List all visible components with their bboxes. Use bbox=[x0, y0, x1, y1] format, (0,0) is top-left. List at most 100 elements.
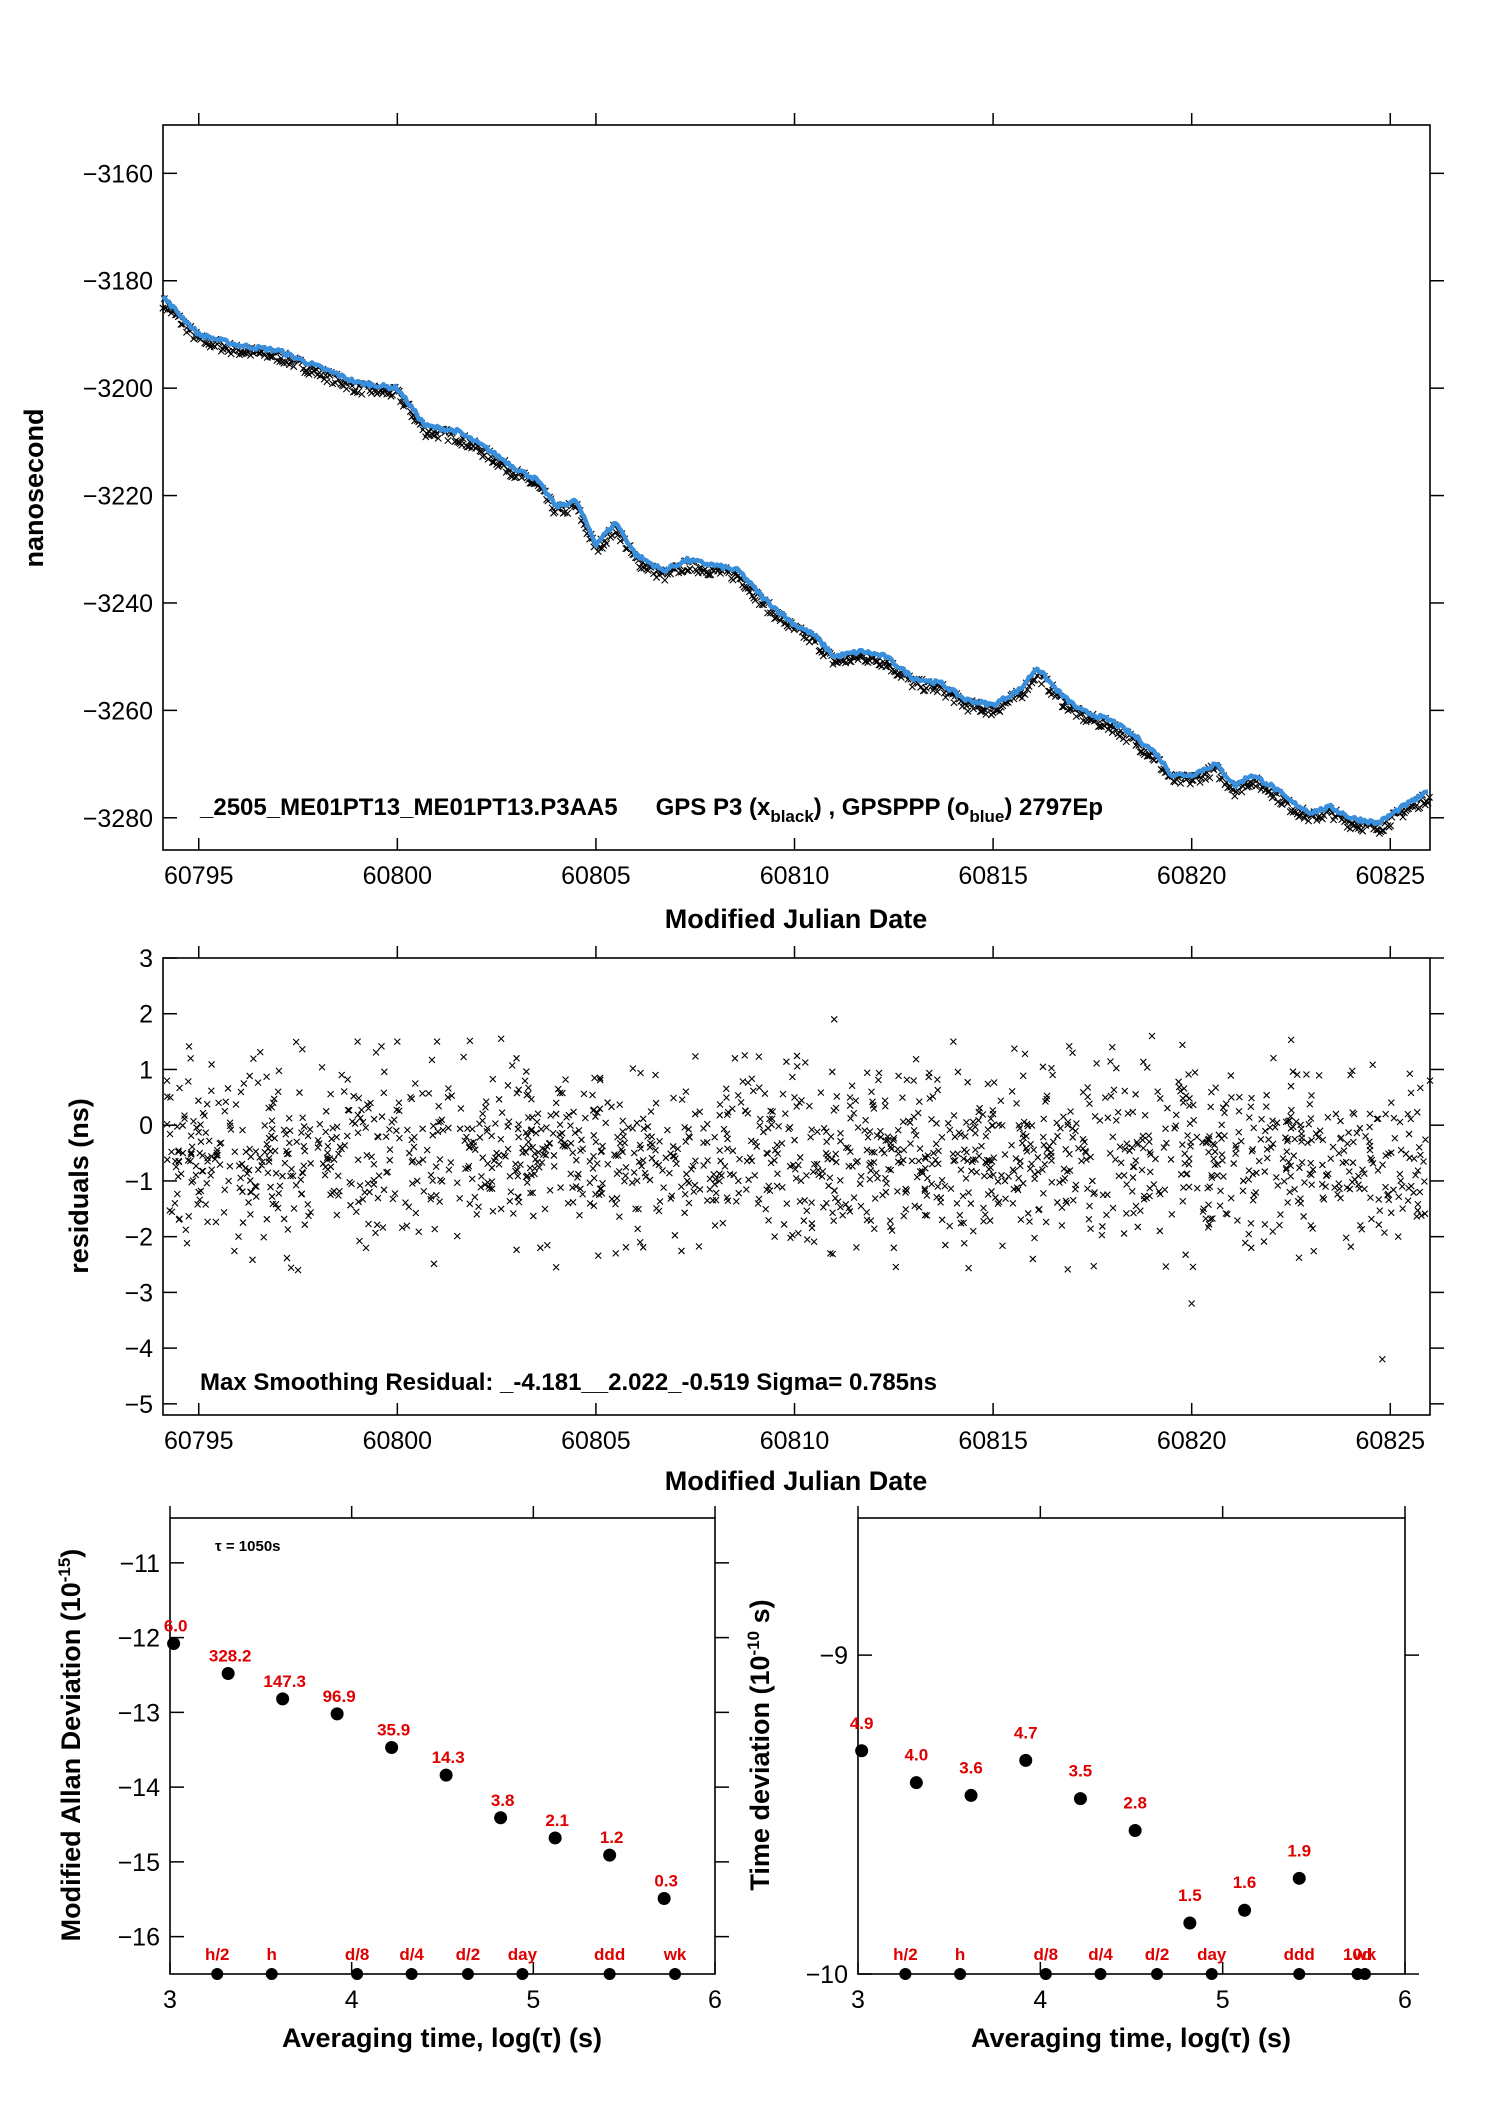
residual-point bbox=[573, 1174, 581, 1181]
residual-point bbox=[202, 1201, 210, 1208]
residual-point bbox=[167, 1094, 174, 1101]
residual-point bbox=[1067, 1108, 1074, 1115]
residual-point bbox=[489, 1207, 497, 1215]
residual-point bbox=[1133, 1138, 1141, 1146]
residual-point bbox=[1404, 1197, 1412, 1204]
residual-point bbox=[1106, 1150, 1114, 1157]
residual-point bbox=[760, 1128, 767, 1136]
residual-point bbox=[1143, 1064, 1151, 1071]
residual-point bbox=[534, 1110, 542, 1118]
residual-point bbox=[831, 1194, 839, 1202]
residual-point bbox=[579, 1145, 587, 1153]
residual-point bbox=[875, 1076, 882, 1084]
residual-point bbox=[208, 1061, 215, 1068]
residual-point bbox=[796, 1154, 804, 1161]
residual-point bbox=[1066, 1167, 1074, 1174]
residual-point bbox=[168, 1148, 175, 1156]
residual-point bbox=[785, 1125, 792, 1133]
residual-point bbox=[813, 1128, 821, 1136]
residual-point bbox=[1018, 1139, 1026, 1147]
residual-point bbox=[372, 1049, 380, 1056]
residual-point bbox=[453, 1232, 461, 1240]
residual-point bbox=[354, 1129, 362, 1137]
residual-point bbox=[823, 1138, 831, 1146]
residual-point bbox=[622, 1172, 630, 1180]
residual-point bbox=[775, 1122, 782, 1130]
residual-point bbox=[1374, 1166, 1382, 1174]
residual-point bbox=[468, 1175, 476, 1183]
residual-point bbox=[373, 1221, 381, 1229]
panel1-x-axis-title: Modified Julian Date bbox=[665, 904, 928, 934]
residual-point bbox=[728, 1105, 736, 1113]
tau-marker-label: d/8 bbox=[345, 1945, 370, 1964]
residual-point bbox=[825, 1182, 833, 1190]
residual-point bbox=[1180, 1184, 1187, 1192]
residual-point bbox=[290, 1205, 298, 1212]
residual-point bbox=[482, 1104, 489, 1111]
panel2-y-axis-title: residuals (ns) bbox=[64, 1098, 94, 1274]
residual-point bbox=[1121, 1145, 1129, 1153]
residual-point bbox=[1008, 1141, 1015, 1149]
residual-point bbox=[845, 1204, 853, 1212]
residual-point bbox=[314, 1144, 322, 1151]
gps-p3-point bbox=[1215, 775, 1224, 783]
residual-point bbox=[1028, 1160, 1036, 1168]
residual-point bbox=[1012, 1155, 1020, 1162]
y-tick-label: −12 bbox=[118, 1625, 160, 1653]
y-tick-label: 1 bbox=[139, 1056, 153, 1084]
residual-point bbox=[335, 1150, 342, 1158]
residual-point bbox=[1185, 1160, 1193, 1168]
residual-point bbox=[962, 1175, 970, 1182]
residual-point bbox=[1414, 1200, 1422, 1208]
residual-point bbox=[1186, 1095, 1193, 1102]
residual-point bbox=[276, 1182, 284, 1190]
residual-point bbox=[1130, 1163, 1138, 1171]
residual-point bbox=[979, 1111, 987, 1118]
gps-p3-point bbox=[686, 565, 694, 573]
residual-point bbox=[504, 1123, 512, 1130]
residual-point bbox=[677, 1183, 685, 1191]
residual-point bbox=[899, 1118, 907, 1126]
residual-point bbox=[863, 1069, 871, 1077]
residual-point bbox=[1016, 1162, 1024, 1170]
residual-point bbox=[1065, 1042, 1073, 1050]
residual-point bbox=[173, 1190, 181, 1198]
panel1-series-c-label: ) 2797Ep bbox=[1004, 794, 1103, 821]
residual-point bbox=[354, 1038, 362, 1045]
tau-marker-dot bbox=[351, 1968, 364, 1980]
residual-point bbox=[415, 1159, 423, 1166]
residual-point bbox=[1182, 1170, 1190, 1178]
residual-point bbox=[525, 1138, 532, 1146]
residual-point bbox=[515, 1121, 523, 1128]
residual-point bbox=[1049, 1138, 1057, 1146]
residual-point bbox=[1366, 1123, 1374, 1131]
residual-point bbox=[517, 1161, 524, 1168]
residual-point bbox=[322, 1128, 330, 1136]
residual-point bbox=[1140, 1192, 1148, 1200]
residual-point bbox=[1156, 1190, 1164, 1198]
residual-point bbox=[614, 1133, 621, 1141]
residual-point bbox=[263, 1073, 270, 1081]
residual-point bbox=[1398, 1183, 1406, 1190]
residual-point bbox=[581, 1114, 589, 1122]
residual-point bbox=[386, 1126, 393, 1133]
residual-point bbox=[1154, 1088, 1162, 1096]
residual-point bbox=[288, 1165, 295, 1173]
residual-point bbox=[781, 1110, 789, 1118]
residual-point bbox=[1304, 1139, 1311, 1147]
residual-point bbox=[552, 1110, 560, 1118]
residual-point bbox=[197, 1138, 205, 1146]
residual-point bbox=[636, 1238, 644, 1246]
residual-point bbox=[263, 1215, 271, 1223]
residual-point bbox=[639, 1115, 647, 1123]
residual-point bbox=[1373, 1115, 1381, 1123]
residual-point bbox=[837, 1137, 844, 1145]
residual-point bbox=[395, 1107, 403, 1115]
residual-point bbox=[1054, 1132, 1061, 1140]
residual-point bbox=[789, 1073, 796, 1081]
residual-point bbox=[678, 1096, 686, 1103]
residual-point bbox=[355, 1198, 362, 1206]
residual-point bbox=[597, 1185, 605, 1193]
residual-point bbox=[1345, 1129, 1352, 1136]
residual-point bbox=[1146, 1192, 1153, 1200]
